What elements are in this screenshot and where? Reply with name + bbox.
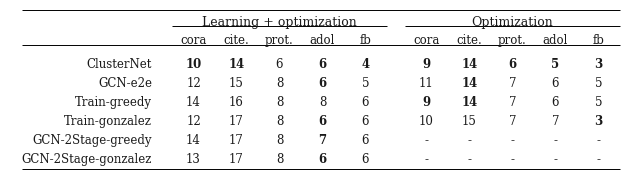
Text: 12: 12 (186, 77, 201, 90)
Text: -: - (554, 153, 557, 166)
Text: 6: 6 (319, 58, 326, 71)
Text: 7: 7 (552, 115, 559, 128)
Text: -: - (554, 134, 557, 147)
Text: 6: 6 (319, 115, 326, 128)
Text: -: - (511, 153, 515, 166)
Text: 15: 15 (229, 77, 244, 90)
Text: 7: 7 (509, 77, 516, 90)
Text: cora: cora (413, 34, 440, 47)
Text: 5: 5 (552, 58, 559, 71)
Text: Train-gonzalez: Train-gonzalez (64, 115, 152, 128)
Text: 9: 9 (422, 96, 431, 109)
Text: 6: 6 (319, 77, 326, 90)
Text: 3: 3 (595, 58, 603, 71)
Text: 14: 14 (461, 58, 477, 71)
Text: 10: 10 (419, 115, 434, 128)
Text: 8: 8 (276, 77, 283, 90)
Text: 14: 14 (186, 134, 201, 147)
Text: 17: 17 (229, 134, 244, 147)
Text: 8: 8 (319, 96, 326, 109)
Text: 8: 8 (276, 115, 283, 128)
Text: adol: adol (310, 34, 335, 47)
Text: GCN-2Stage-gonzalez: GCN-2Stage-gonzalez (22, 153, 152, 166)
Text: 4: 4 (362, 58, 369, 71)
Text: fb: fb (360, 34, 371, 47)
Text: 8: 8 (276, 134, 283, 147)
Text: 6: 6 (319, 153, 326, 166)
Text: GCN-2Stage-greedy: GCN-2Stage-greedy (33, 134, 152, 147)
Text: fb: fb (593, 34, 604, 47)
Text: 6: 6 (552, 77, 559, 90)
Text: -: - (596, 134, 600, 147)
Text: 15: 15 (462, 115, 477, 128)
Text: -: - (467, 134, 472, 147)
Text: Train-greedy: Train-greedy (75, 96, 152, 109)
Text: 14: 14 (186, 96, 201, 109)
Text: 9: 9 (422, 58, 431, 71)
Text: adol: adol (543, 34, 568, 47)
Text: 8: 8 (276, 153, 283, 166)
Text: 10: 10 (186, 58, 202, 71)
Text: prot.: prot. (265, 34, 294, 47)
Text: -: - (511, 134, 515, 147)
Text: 5: 5 (595, 96, 602, 109)
Text: 14: 14 (228, 58, 244, 71)
Text: cite.: cite. (456, 34, 483, 47)
Text: 11: 11 (419, 77, 434, 90)
Text: 6: 6 (552, 96, 559, 109)
Text: 8: 8 (276, 96, 283, 109)
Text: prot.: prot. (498, 34, 527, 47)
Text: Optimization: Optimization (472, 16, 554, 29)
Text: 5: 5 (362, 77, 369, 90)
Text: 7: 7 (319, 134, 326, 147)
Text: GCN-e2e: GCN-e2e (98, 77, 152, 90)
Text: 17: 17 (229, 153, 244, 166)
Text: cora: cora (180, 34, 207, 47)
Text: 16: 16 (229, 96, 244, 109)
Text: 6: 6 (362, 134, 369, 147)
Text: 6: 6 (362, 153, 369, 166)
Text: 12: 12 (186, 115, 201, 128)
Text: 7: 7 (509, 96, 516, 109)
Text: -: - (424, 153, 429, 166)
Text: 6: 6 (362, 96, 369, 109)
Text: -: - (424, 134, 429, 147)
Text: 13: 13 (186, 153, 201, 166)
Text: 6: 6 (362, 115, 369, 128)
Text: cite.: cite. (223, 34, 250, 47)
Text: 6: 6 (508, 58, 516, 71)
Text: -: - (596, 153, 600, 166)
Text: 3: 3 (595, 115, 603, 128)
Text: 14: 14 (461, 77, 477, 90)
Text: 7: 7 (509, 115, 516, 128)
Text: 6: 6 (276, 58, 284, 71)
Text: Learning + optimization: Learning + optimization (202, 16, 357, 29)
Text: ClusterNet: ClusterNet (86, 58, 152, 71)
Text: 14: 14 (461, 96, 477, 109)
Text: 5: 5 (595, 77, 602, 90)
Text: -: - (467, 153, 472, 166)
Text: 17: 17 (229, 115, 244, 128)
